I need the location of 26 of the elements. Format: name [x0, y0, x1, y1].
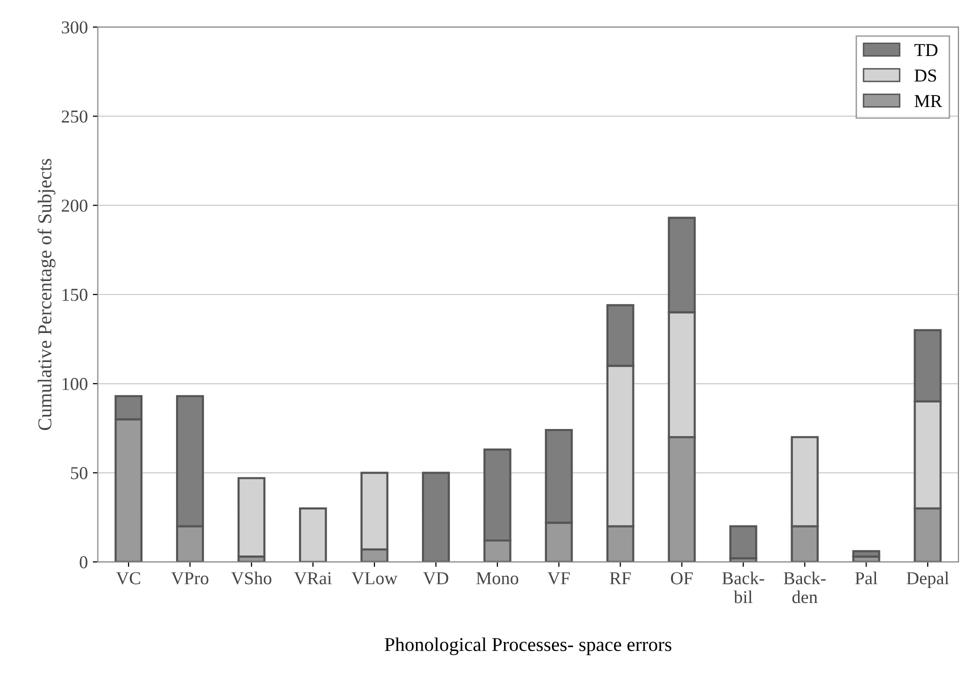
x-axis-title: Phonological Processes- space errors [384, 637, 672, 656]
y-tick-label: 250 [62, 110, 88, 123]
legend-label: TD [914, 44, 938, 56]
x-tick-label: Pal [855, 572, 878, 584]
x-tick-label: Back- den [784, 572, 826, 604]
legend-label: DS [914, 70, 936, 82]
x-tick-label: Depal [906, 572, 949, 588]
y-tick-label: 0 [80, 556, 88, 568]
x-tick-label: VSho [231, 572, 272, 584]
y-tick-label: 200 [62, 200, 88, 212]
y-tick-label: 300 [62, 21, 88, 34]
x-tick-label: VD [423, 572, 448, 584]
x-tick-label: VRai [294, 572, 332, 584]
x-tick-label: VF [548, 572, 570, 584]
x-tick-label: VLow [352, 572, 398, 584]
x-tick-label: RF [610, 572, 631, 584]
x-tick-label: VPro [171, 572, 208, 584]
y-axis-title: Cumulative Percentage of Subjects [38, 158, 56, 430]
x-tick-label: OF [671, 572, 693, 584]
y-tick-label: 150 [62, 288, 88, 301]
y-tick-label: 100 [62, 378, 88, 390]
x-tick-label: Back- bil [722, 572, 764, 604]
x-tick-label: VC [116, 572, 140, 584]
x-tick-label: Mono [476, 572, 518, 584]
legend-label: MR [914, 95, 942, 107]
y-tick-label: 50 [71, 467, 88, 480]
